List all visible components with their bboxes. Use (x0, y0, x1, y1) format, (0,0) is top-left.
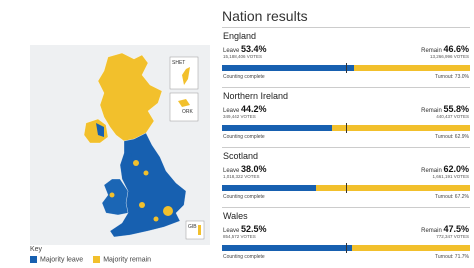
turnout: Turnout: 73.0% (434, 74, 469, 80)
remain-percent: 62.0% (443, 164, 469, 174)
remain-area (163, 206, 173, 216)
remain-bar (331, 125, 470, 131)
inset-box (169, 92, 199, 122)
result-bar (222, 63, 470, 73)
remain-area (153, 216, 159, 222)
remain-percent: 47.5% (443, 224, 469, 234)
nation-block: Northern Ireland Leave 44.2% 349,442 VOTES… (222, 87, 470, 146)
nation-block: England Leave 53.4% 15,188,406 VOTES Remain… (222, 27, 470, 86)
turnout: Turnout: 71.7% (434, 254, 469, 260)
remain-label: Remain (421, 108, 442, 114)
gibraltar (198, 225, 201, 235)
ni-leave (96, 123, 104, 137)
remain-label: Remain (421, 48, 442, 54)
leave-bar (222, 125, 332, 131)
key-item: Majority leave (30, 256, 83, 263)
remain-percent: 46.6% (443, 44, 469, 54)
leave-votes: 349,442 VOTES (223, 114, 256, 119)
status: Counting complete (223, 194, 265, 200)
remain-area (133, 160, 139, 166)
leave-result: Leave 44.2% 349,442 VOTES (223, 104, 267, 119)
leave-bar (222, 185, 317, 191)
remain-bar (352, 245, 470, 251)
key-title: Key (30, 246, 43, 253)
key: Key Majority leave Majority remain (30, 246, 151, 263)
leave-votes: 15,188,406 VOTES (223, 54, 263, 59)
remain-result: Remain 62.0% 1,661,191 VOTES (421, 164, 469, 179)
scotland (97, 52, 163, 142)
leave-percent: 38.0% (241, 164, 267, 174)
leave-label: Leave (223, 108, 240, 114)
key-label: Majority leave (40, 256, 84, 264)
map-panel: SHET ORK GIB (30, 45, 210, 245)
remain-votes: 13,266,996 VOTES (429, 54, 469, 59)
inset-label: GIB (188, 224, 197, 230)
remain-label: Remain (421, 228, 442, 234)
midpoint (346, 123, 347, 133)
status: Counting complete (223, 134, 265, 140)
key-label: Majority remain (103, 256, 152, 264)
key-row: Majority leave Majority remain (30, 256, 151, 263)
nation-block: Scotland Leave 38.0% 1,018,322 VOTES Remain… (222, 147, 470, 206)
turnout: Turnout: 62.9% (434, 134, 469, 140)
key-swatch (30, 256, 37, 263)
remain-label: Remain (421, 168, 442, 174)
remain-result: Remain 47.5% 772,347 VOTES (421, 224, 469, 239)
inset-label: ORK (182, 109, 194, 115)
remain-bar (354, 65, 470, 71)
results-title: Nation results (222, 8, 308, 24)
remain-area (143, 170, 149, 176)
remain-percent: 55.8% (443, 104, 469, 114)
nation-name: Northern Ireland (223, 91, 289, 101)
remain-votes: 440,437 VOTES (436, 114, 469, 119)
leave-percent: 52.5% (241, 224, 267, 234)
wales (101, 178, 129, 216)
map: SHET ORK GIB (83, 52, 205, 240)
key-item: Majority remain (93, 256, 151, 263)
key-swatch (93, 256, 101, 263)
leave-label: Leave (223, 228, 240, 234)
nation-name: Scotland (223, 151, 259, 161)
midpoint (346, 243, 347, 253)
remain-votes: 772,347 VOTES (436, 234, 469, 239)
result-bar (222, 183, 470, 193)
remain-result: Remain 55.8% 440,437 VOTES (421, 104, 469, 119)
inset-label: SHET (172, 60, 185, 66)
shetland (182, 67, 190, 85)
orkney (178, 99, 190, 107)
result-bar (222, 243, 470, 253)
remain-result: Remain 46.6% 13,266,996 VOTES (421, 44, 469, 59)
leave-votes: 1,018,322 VOTES (223, 174, 260, 179)
midpoint (346, 63, 347, 73)
leave-votes: 854,572 VOTES (223, 234, 256, 239)
leave-percent: 53.4% (241, 44, 267, 54)
leave-result: Leave 38.0% 1,018,322 VOTES (223, 164, 267, 179)
northern-ireland (83, 118, 109, 144)
leave-result: Leave 52.5% 854,572 VOTES (223, 224, 267, 239)
remain-bar (316, 185, 470, 191)
leave-label: Leave (223, 168, 240, 174)
status: Counting complete (223, 254, 265, 260)
result-bar (222, 123, 470, 133)
turnout: Turnout: 67.2% (434, 194, 469, 200)
nation-block: Wales Leave 52.5% 854,572 VOTES Remain 47.5… (222, 207, 470, 266)
status: Counting complete (223, 74, 265, 80)
results: Nation results England Leave 53.4% 15,188,… (222, 0, 470, 268)
leave-label: Leave (223, 48, 240, 54)
midpoint (346, 183, 347, 193)
leave-bar (222, 245, 353, 251)
nation-name: Wales (223, 211, 248, 221)
leave-result: Leave 53.4% 15,188,406 VOTES (223, 44, 267, 59)
leave-bar (222, 65, 355, 71)
remain-area (139, 202, 145, 208)
nation-name: England (223, 31, 257, 41)
leave-area (128, 153, 132, 157)
leave-percent: 44.2% (241, 104, 267, 114)
remain-votes: 1,661,191 VOTES (432, 174, 469, 179)
remain-area (109, 192, 115, 198)
